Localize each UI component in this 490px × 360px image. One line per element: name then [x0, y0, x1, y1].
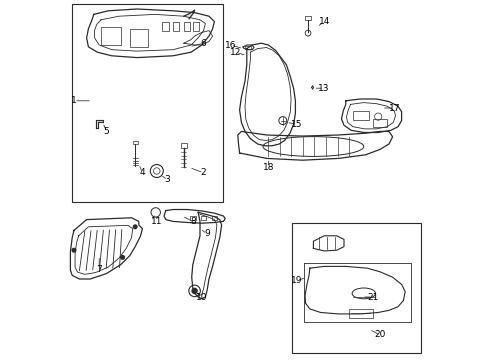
Bar: [349, 309, 373, 318]
Bar: [212, 216, 217, 220]
Bar: [133, 141, 138, 144]
Text: 12: 12: [230, 48, 242, 57]
Bar: [162, 22, 169, 31]
Circle shape: [72, 248, 76, 252]
Polygon shape: [96, 120, 103, 128]
Text: 11: 11: [151, 217, 163, 226]
Text: 20: 20: [374, 330, 386, 339]
Circle shape: [133, 225, 137, 229]
Text: 5: 5: [103, 127, 109, 136]
Bar: [190, 216, 196, 220]
Bar: [184, 22, 190, 31]
Text: 14: 14: [318, 17, 330, 26]
Text: 13: 13: [318, 84, 330, 93]
Bar: [245, 46, 251, 49]
Bar: [130, 29, 148, 47]
Bar: [353, 111, 369, 120]
Bar: [292, 223, 421, 353]
Text: 2: 2: [201, 168, 206, 177]
Text: 15: 15: [292, 120, 303, 129]
Text: 21: 21: [367, 292, 378, 302]
Bar: [305, 16, 311, 20]
Bar: [72, 4, 223, 202]
Text: 18: 18: [263, 163, 274, 172]
Text: 4: 4: [140, 168, 145, 177]
Text: 8: 8: [190, 217, 196, 226]
Text: 3: 3: [165, 175, 171, 184]
Text: 16: 16: [225, 40, 236, 49]
Text: 1: 1: [71, 96, 77, 105]
Bar: [101, 27, 121, 45]
Text: 7: 7: [97, 266, 102, 274]
Polygon shape: [184, 10, 195, 19]
Text: 10: 10: [196, 292, 208, 302]
Bar: [373, 119, 387, 127]
Circle shape: [192, 288, 197, 293]
Bar: [180, 143, 187, 148]
Text: 9: 9: [204, 230, 210, 239]
Bar: [193, 22, 199, 31]
Text: 17: 17: [389, 104, 400, 112]
Circle shape: [121, 256, 124, 259]
Text: 6: 6: [201, 39, 206, 48]
Text: 19: 19: [292, 276, 303, 285]
Bar: [201, 216, 206, 220]
Bar: [173, 22, 179, 31]
